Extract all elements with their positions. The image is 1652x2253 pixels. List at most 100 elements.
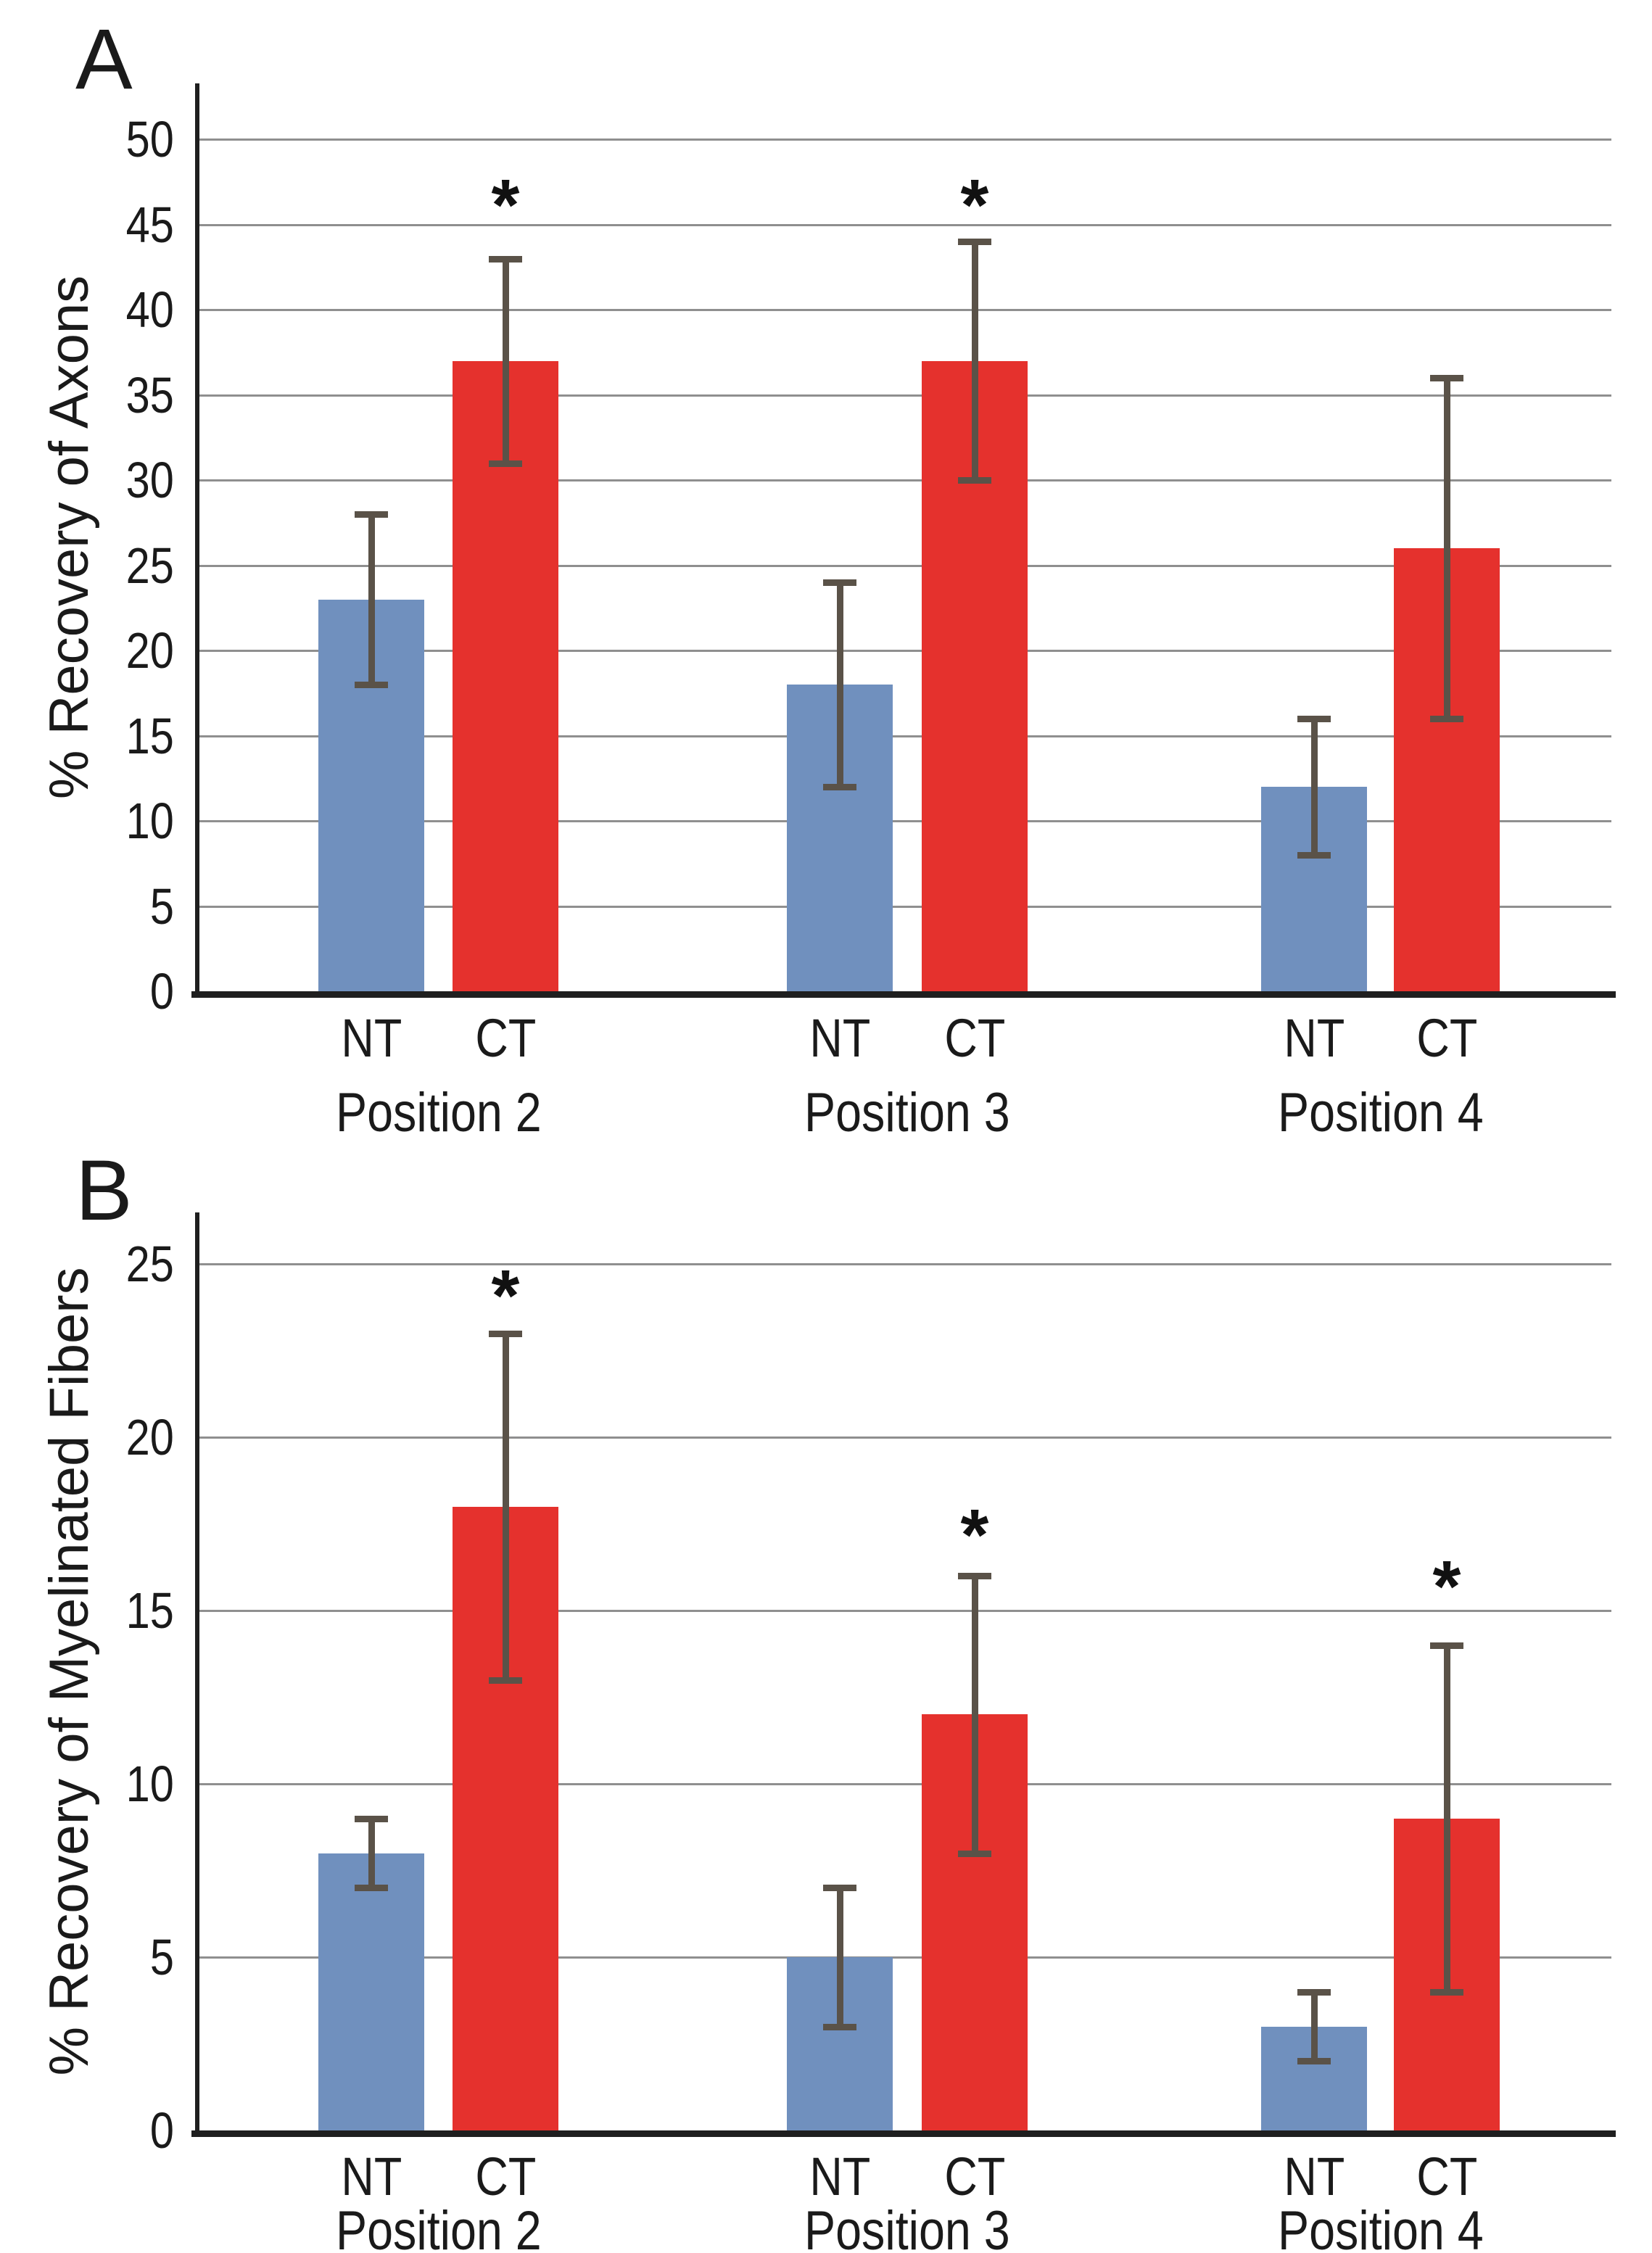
x-label-a-position-2-ct-text: CT bbox=[475, 1008, 536, 1068]
error-cap-bottom-a-position-4-nt bbox=[1297, 852, 1331, 859]
x-label-a-position-4-nt-text: NT bbox=[1284, 1008, 1345, 1068]
y-tick-label-a-45: 45 bbox=[0, 194, 174, 255]
y-tick-label-b-10: 10 bbox=[0, 1753, 174, 1814]
gridline-a-20 bbox=[199, 650, 1611, 652]
x-label-b-position-3-nt-text: NT bbox=[809, 2146, 870, 2207]
error-bar-b-position-2-ct bbox=[503, 1333, 509, 1680]
significance-asterisk-b-position-2-ct: * bbox=[491, 1254, 520, 1336]
gridline-a-30 bbox=[199, 479, 1611, 481]
gridline-a-10 bbox=[199, 820, 1611, 822]
error-cap-top-b-position-3-ct bbox=[958, 1573, 991, 1580]
group-label-a-position-4-text: Position 4 bbox=[1277, 1082, 1484, 1144]
error-cap-top-b-position-2-nt bbox=[355, 1815, 388, 1822]
y-tick-label-b-0-text: 0 bbox=[149, 2102, 174, 2159]
gridline-a-5 bbox=[199, 905, 1611, 908]
y-tick-label-a-20: 20 bbox=[0, 620, 174, 681]
y-tick-label-b-5: 5 bbox=[0, 1927, 174, 1988]
y-tick-label-a-30-text: 30 bbox=[125, 452, 174, 508]
y-tick-label-a-5-text: 5 bbox=[149, 877, 174, 935]
group-label-b-position-3: Position 3 bbox=[733, 2202, 1081, 2253]
y-tick-label-a-0-text: 0 bbox=[149, 963, 174, 1020]
group-label-a-position-3: Position 3 bbox=[733, 1083, 1081, 1143]
y-tick-label-a-25-text: 25 bbox=[125, 537, 174, 594]
x-label-b-position-3-ct-text: CT bbox=[944, 2146, 1005, 2207]
error-bar-a-position-2-ct bbox=[503, 258, 509, 463]
gridline-b-25 bbox=[199, 1263, 1611, 1265]
significance-asterisk-a-position-2-ct: * bbox=[491, 164, 520, 246]
gridline-a-40 bbox=[199, 309, 1611, 311]
error-cap-top-b-position-3-nt bbox=[823, 1885, 856, 1892]
gridline-a-15 bbox=[199, 735, 1611, 737]
error-bar-a-position-3-ct bbox=[972, 241, 978, 480]
y-tick-label-b-25: 25 bbox=[0, 1233, 174, 1294]
x-label-b-position-2-ct: CT bbox=[426, 2148, 585, 2206]
y-tick-label-a-40: 40 bbox=[0, 279, 174, 340]
bar-b-position-2-nt bbox=[318, 1853, 424, 2130]
gridline-b-5 bbox=[199, 1956, 1611, 1959]
y-tick-label-a-30: 30 bbox=[0, 450, 174, 510]
error-cap-top-a-position-2-ct bbox=[489, 255, 522, 262]
error-cap-top-a-position-3-ct bbox=[958, 239, 991, 245]
group-label-b-position-4: Position 4 bbox=[1207, 2202, 1555, 2253]
error-bar-b-position-4-nt bbox=[1311, 1991, 1318, 2062]
error-bar-a-position-3-nt bbox=[837, 582, 843, 787]
error-cap-bottom-b-position-2-ct bbox=[489, 1677, 522, 1684]
error-bar-b-position-3-ct bbox=[972, 1576, 978, 1853]
error-bar-b-position-4-ct bbox=[1444, 1645, 1450, 1992]
x-axis-line-a bbox=[191, 991, 1616, 998]
gridline-a-35 bbox=[199, 394, 1611, 397]
y-axis-line-b bbox=[195, 1212, 199, 2137]
y-tick-label-b-5-text: 5 bbox=[149, 1929, 174, 1985]
panel-letter-a: A bbox=[75, 12, 133, 107]
x-label-b-position-4-nt: NT bbox=[1234, 2148, 1394, 2206]
group-label-a-position-2-text: Position 2 bbox=[335, 1082, 542, 1144]
y-tick-label-a-5: 5 bbox=[0, 876, 174, 937]
y-tick-label-b-20-text: 20 bbox=[125, 1409, 174, 1466]
error-bar-a-position-2-nt bbox=[368, 514, 375, 685]
x-label-a-position-3-ct: CT bbox=[895, 1009, 1054, 1067]
x-label-a-position-4-ct-text: CT bbox=[1416, 1008, 1477, 1068]
x-label-a-position-4-ct: CT bbox=[1367, 1009, 1527, 1067]
error-cap-bottom-a-position-4-ct bbox=[1430, 716, 1463, 722]
gridline-b-20 bbox=[199, 1436, 1611, 1439]
error-cap-bottom-a-position-2-ct bbox=[489, 460, 522, 467]
y-tick-label-a-25: 25 bbox=[0, 535, 174, 596]
gridline-b-15 bbox=[199, 1610, 1611, 1612]
x-axis-line-b bbox=[191, 2130, 1616, 2137]
significance-asterisk-a-position-3-ct: * bbox=[960, 164, 989, 246]
error-cap-top-a-position-3-nt bbox=[823, 579, 856, 586]
error-cap-top-a-position-4-ct bbox=[1430, 375, 1463, 381]
x-label-a-position-2-nt-text: NT bbox=[341, 1008, 402, 1068]
error-bar-a-position-4-nt bbox=[1311, 719, 1318, 855]
significance-asterisk-b-position-3-ct: * bbox=[960, 1494, 989, 1576]
x-label-a-position-4-nt: NT bbox=[1234, 1009, 1394, 1067]
x-label-a-position-2-nt: NT bbox=[292, 1009, 451, 1067]
error-cap-bottom-a-position-2-nt bbox=[355, 682, 388, 688]
group-label-b-position-2: Position 2 bbox=[265, 2202, 613, 2253]
y-tick-label-a-10-text: 10 bbox=[125, 793, 174, 849]
y-tick-label-a-50-text: 50 bbox=[125, 111, 174, 168]
error-cap-bottom-b-position-2-nt bbox=[355, 1885, 388, 1892]
x-label-b-position-2-nt: NT bbox=[292, 2148, 451, 2206]
x-label-b-position-3-ct: CT bbox=[895, 2148, 1054, 2206]
x-label-a-position-2-ct: CT bbox=[426, 1009, 585, 1067]
gridline-b-10 bbox=[199, 1783, 1611, 1785]
x-label-b-position-3-nt: NT bbox=[760, 2148, 920, 2206]
x-label-b-position-2-ct-text: CT bbox=[475, 2146, 536, 2207]
y-tick-label-a-50: 50 bbox=[0, 109, 174, 170]
error-cap-top-b-position-4-nt bbox=[1297, 1988, 1331, 1996]
error-bar-b-position-2-nt bbox=[368, 1818, 375, 1888]
y-axis-title-a: % Recovery of Axons bbox=[38, 275, 100, 800]
error-cap-top-b-position-4-ct bbox=[1430, 1642, 1463, 1649]
gridline-a-25 bbox=[199, 564, 1611, 567]
y-tick-label-b-10-text: 10 bbox=[125, 1756, 174, 1812]
error-cap-bottom-b-position-4-ct bbox=[1430, 1988, 1463, 1996]
error-cap-top-a-position-4-nt bbox=[1297, 716, 1331, 722]
error-cap-top-b-position-2-ct bbox=[489, 1330, 522, 1337]
y-tick-label-a-40-text: 40 bbox=[125, 281, 174, 338]
y-tick-label-a-10: 10 bbox=[0, 790, 174, 851]
gridline-a-50 bbox=[199, 139, 1611, 141]
group-label-b-position-2-text: Position 2 bbox=[335, 2200, 542, 2253]
error-cap-bottom-b-position-3-ct bbox=[958, 1850, 991, 1857]
